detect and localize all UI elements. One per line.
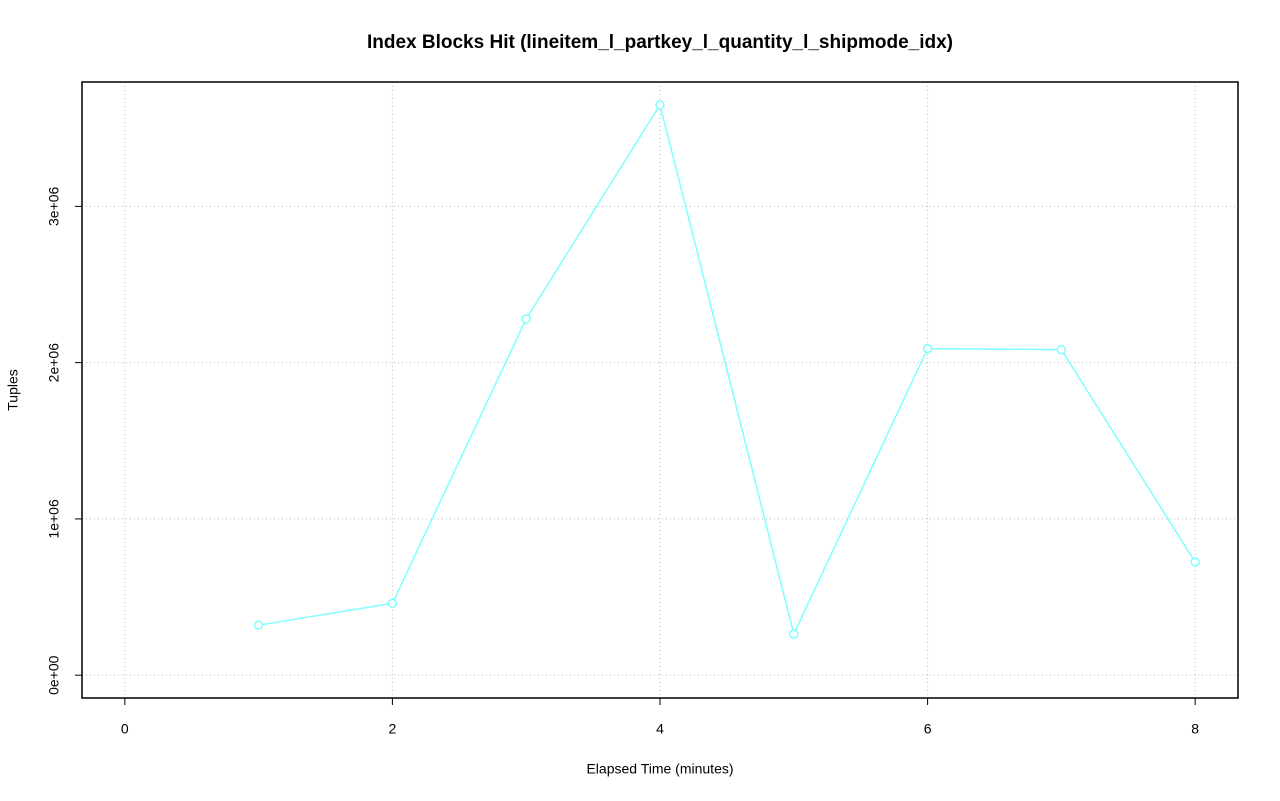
data-point xyxy=(253,620,264,630)
data-point xyxy=(922,343,933,354)
series-line xyxy=(258,102,1196,637)
data-point xyxy=(1056,344,1067,355)
x-axis-label: Elapsed Time (minutes) xyxy=(586,761,733,777)
y-tick-label: 0e+00 xyxy=(46,655,62,695)
y-tick-label: 1e+06 xyxy=(46,499,62,539)
y-tick-label: 3e+06 xyxy=(46,187,62,227)
x-tick-label: 6 xyxy=(924,721,932,737)
x-tick-label: 2 xyxy=(389,721,397,737)
data-point xyxy=(655,100,665,110)
x-tick-label: 8 xyxy=(1191,721,1199,737)
data-point xyxy=(789,629,799,639)
data-point xyxy=(521,314,531,324)
chart-title: Index Blocks Hit (lineitem_l_partkey_l_q… xyxy=(367,32,953,53)
x-tick-label: 4 xyxy=(656,721,664,737)
x-tick-label: 0 xyxy=(121,721,129,737)
data-point xyxy=(1190,557,1200,567)
data-point xyxy=(387,598,398,609)
y-axis-label: Tuples xyxy=(5,369,21,411)
y-tick-label: 2e+06 xyxy=(46,343,62,383)
plot-frame xyxy=(81,81,1239,699)
